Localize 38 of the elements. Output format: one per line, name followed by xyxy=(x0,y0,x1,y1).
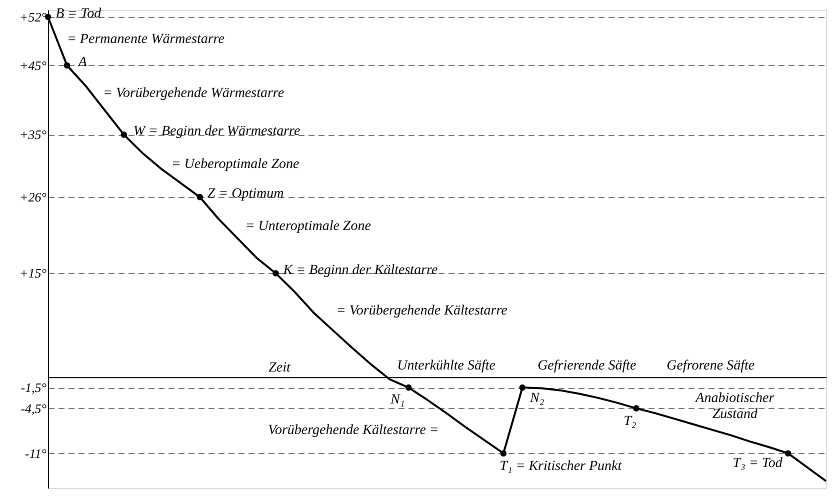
point xyxy=(272,270,279,276)
point xyxy=(120,132,128,138)
annotation: W = Beginn der Wärmestarre xyxy=(133,124,300,140)
annotation: Gefrorene Säfte xyxy=(666,358,755,374)
annotation: Unterkühlte Säfte xyxy=(397,358,496,374)
point xyxy=(64,62,70,69)
annotation: A xyxy=(77,54,88,70)
y-tick-label: -11° xyxy=(24,446,46,461)
annotation: K = Beginn der Kältestarre xyxy=(282,262,438,278)
y-tick-label: +26° xyxy=(20,190,46,205)
point xyxy=(519,384,526,391)
point xyxy=(405,384,412,391)
annotation: Anabiotischer Zustand xyxy=(694,391,775,422)
y-tick-label: -1,5° xyxy=(20,380,46,396)
annotation: Z = Optimum xyxy=(207,186,284,202)
y-tick-label: +52° xyxy=(20,9,46,24)
point xyxy=(500,450,507,457)
annotation: N₂ xyxy=(528,391,544,406)
annotation: = Ueberoptimale Zone xyxy=(171,156,300,172)
annotation: B = Tod xyxy=(56,6,102,22)
y-tick-label: +35° xyxy=(20,127,46,142)
y-tick-label: -4,5° xyxy=(20,400,46,416)
annotation: T₁ = Kritischer Punkt xyxy=(500,458,623,474)
annotation: T₂ xyxy=(624,414,636,429)
annotation: = Permanente Wärmestarre xyxy=(66,32,224,48)
x-axis-title: Zeit xyxy=(268,360,292,376)
point xyxy=(633,405,640,412)
point xyxy=(784,450,792,457)
y-tick-label: +15° xyxy=(20,266,46,281)
y-tick-label: +45° xyxy=(20,58,46,73)
annotation: = Vorübergehende Wärmestarre xyxy=(103,86,284,102)
annotation: = Vorübergehende Kältestarre xyxy=(336,304,508,319)
point xyxy=(196,194,203,200)
annotation: Vorübergehende Kältestarre = xyxy=(268,422,439,438)
annotation: T₃ = Tod xyxy=(732,456,784,472)
annotation: = Unteroptimale Zone xyxy=(245,219,371,234)
annotation: Gefrierende Säfte xyxy=(538,358,636,374)
annotation: N₁ xyxy=(390,392,405,408)
